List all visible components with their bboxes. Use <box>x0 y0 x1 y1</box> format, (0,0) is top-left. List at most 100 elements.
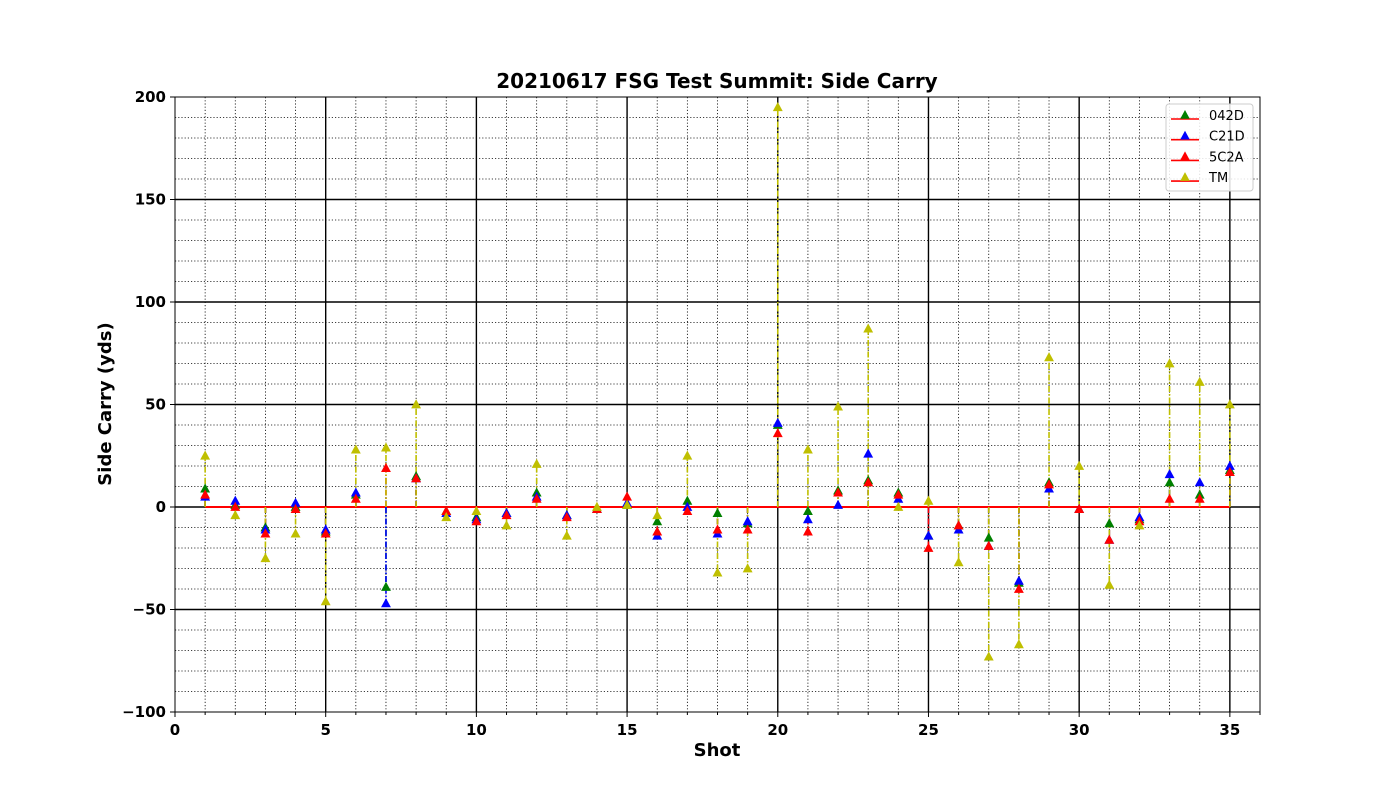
data-point-tm <box>320 596 331 606</box>
data-point-042d <box>712 507 723 518</box>
data-point-c21d <box>923 530 934 540</box>
data-point-tm <box>592 501 602 511</box>
legend: 042D C21D 5C2A TM <box>1165 103 1254 192</box>
data-point-tm <box>833 401 843 411</box>
data-point-tm <box>622 499 633 509</box>
data-point-tm <box>561 530 572 540</box>
legend-label: C21D <box>1209 130 1245 145</box>
data-point-5c2a <box>1013 583 1024 593</box>
data-point-c21d <box>802 514 813 524</box>
legend-label: 5C2A <box>1209 150 1244 165</box>
y-tick-label: 150 <box>135 191 166 209</box>
data-point-5c2a <box>863 477 874 487</box>
data-point-5c2a <box>260 528 271 538</box>
data-point-5c2a <box>652 526 663 536</box>
data-point-tm <box>260 553 271 563</box>
data-point-tm <box>923 495 934 505</box>
x-tick-label: 15 <box>617 721 638 739</box>
data-point-c21d <box>863 448 874 458</box>
data-point-tm <box>381 442 391 452</box>
data-point-5c2a <box>1194 493 1205 503</box>
data-point-042d <box>200 483 211 493</box>
data-point-tm <box>290 528 301 538</box>
data-point-tm <box>531 458 542 468</box>
data-point-tm <box>1044 352 1054 362</box>
data-point-5c2a <box>682 505 693 515</box>
data-point-5c2a <box>1044 479 1054 489</box>
data-point-042d <box>802 505 813 515</box>
data-point-5c2a <box>350 493 361 503</box>
data-point-tm <box>1013 639 1024 649</box>
data-point-c21d <box>1194 477 1205 487</box>
legend-box <box>1165 103 1254 192</box>
data-point-5c2a <box>1224 466 1235 477</box>
data-point-5c2a <box>622 491 633 501</box>
data-point-tm <box>1074 460 1085 470</box>
data-point-5c2a <box>893 489 904 499</box>
x-tick-label: 20 <box>767 721 788 739</box>
data-point-tm <box>1104 579 1115 589</box>
data-point-tm <box>742 563 753 573</box>
data-point-5c2a <box>1074 503 1085 513</box>
data-point-tm <box>471 505 482 515</box>
y-tick-label: 200 <box>135 88 166 106</box>
data-point-c21d <box>230 495 241 505</box>
data-point-5c2a <box>923 542 934 552</box>
legend-label: TM <box>1208 171 1228 186</box>
data-point-tm <box>712 567 723 577</box>
data-point-tm <box>1134 520 1145 530</box>
data-point-tm <box>802 444 813 454</box>
data-point-tm <box>1164 358 1175 368</box>
data-point-5c2a <box>953 520 964 530</box>
data-point-5c2a <box>471 516 482 526</box>
y-tick-label: −50 <box>133 601 166 619</box>
data-point-042d <box>983 532 994 542</box>
x-tick-label: 0 <box>170 721 180 739</box>
data-point-c21d <box>350 487 361 497</box>
data-point-5c2a <box>381 462 391 472</box>
data-point-5c2a <box>411 473 422 483</box>
grid <box>175 97 1260 712</box>
y-tick-label: 100 <box>135 293 166 311</box>
legend-label: 042D <box>1209 109 1244 124</box>
data-point-tm <box>863 323 874 333</box>
legend-marker-c21d <box>1180 130 1190 140</box>
y-axis-label: Side Carry (yds) <box>95 322 116 485</box>
y-tick-label: 0 <box>156 498 166 516</box>
data-point-tm <box>501 520 512 530</box>
data-point-5c2a <box>833 487 843 497</box>
data-point-5c2a <box>290 503 301 513</box>
data-point-042d <box>682 495 693 505</box>
data-point-c21d <box>1224 460 1235 470</box>
data-point-5c2a <box>320 528 331 538</box>
data-point-c21d <box>833 499 843 509</box>
data-point-5c2a <box>1164 493 1175 503</box>
y-tick-label: −100 <box>122 703 166 721</box>
data-point-5c2a <box>531 493 542 503</box>
data-point-tm <box>411 399 422 409</box>
data-point-tm <box>350 444 361 454</box>
data-point-c21d <box>772 417 783 427</box>
data-point-5c2a <box>441 505 452 515</box>
data-point-c21d <box>290 497 301 507</box>
axis-ticks: 0 5 10 15 20 25 30 35 −100 −50 0 50 100 150 200 <box>122 88 1261 739</box>
data-point-tm <box>652 510 663 520</box>
data-point-5c2a <box>772 428 783 438</box>
data-point-5c2a <box>742 524 753 534</box>
legend-marker-5c2a <box>1180 151 1190 161</box>
data-point-042d <box>1104 518 1115 528</box>
chart-title: 20210617 FSG Test Summit: Side Carry <box>496 69 937 93</box>
data-point-5c2a <box>983 540 994 550</box>
data-point-c21d <box>1164 469 1175 479</box>
x-tick-label: 30 <box>1069 721 1090 739</box>
data-point-tm <box>230 510 241 520</box>
data-point-tm <box>983 651 994 661</box>
data-point-5c2a <box>712 524 723 534</box>
x-tick-label: 10 <box>466 721 487 739</box>
data-point-tm <box>1224 399 1235 409</box>
data-point-042d <box>1164 477 1175 487</box>
y-tick-label: 50 <box>145 396 166 414</box>
data-point-5c2a <box>501 510 512 520</box>
x-axis-label: Shot <box>694 740 741 761</box>
